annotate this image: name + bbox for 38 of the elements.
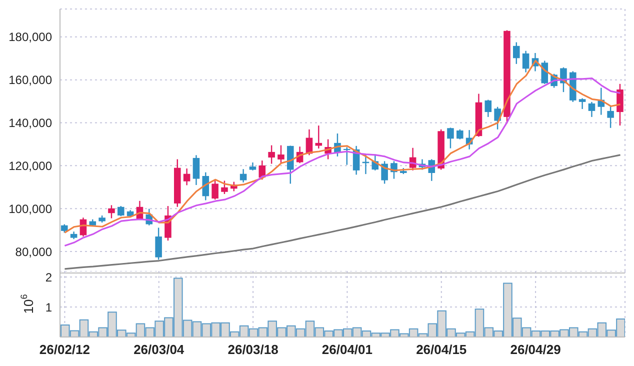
candlestick	[607, 106, 614, 129]
candlestick	[192, 154, 200, 186]
y-tick-label: 140,000	[8, 116, 52, 130]
candlestick	[108, 204, 115, 219]
candlestick	[447, 127, 454, 149]
candlestick	[240, 168, 247, 184]
candlestick	[212, 179, 218, 200]
y-tick-label: 80,000	[15, 244, 52, 259]
x-tick-label: 26/02/12	[39, 342, 90, 358]
candlestick	[268, 144, 275, 164]
candlestick	[456, 128, 464, 140]
candlestick	[578, 98, 586, 110]
candlestick	[616, 83, 624, 126]
x-tick-label: 26/04/01	[322, 342, 373, 358]
x-tick-label: 26/04/15	[416, 342, 467, 358]
candlestick	[522, 50, 530, 73]
x-tick-label: 26/04/29	[510, 342, 561, 358]
candlestick	[513, 42, 520, 65]
candlestick	[484, 99, 492, 118]
candlestick	[278, 144, 284, 164]
y-tick-label: 100,000	[8, 202, 52, 216]
y-tick-label: 180,000	[8, 30, 52, 44]
candlestick	[344, 146, 350, 166]
candlestick	[183, 168, 190, 186]
candlestick	[221, 180, 228, 195]
x-tick-label: 26/03/04	[134, 342, 185, 358]
line-series	[64, 154, 622, 270]
candlestick	[381, 160, 388, 184]
candlestick	[494, 106, 501, 130]
y-tick-label: 120,000	[8, 158, 52, 173]
y-tick-label: 2	[45, 270, 52, 284]
candlestick	[287, 145, 294, 184]
x-tick-label: 26/03/18	[228, 342, 278, 358]
y-tick-label: 160,000	[8, 73, 52, 88]
candlestick	[588, 101, 596, 118]
candlestick	[155, 227, 162, 260]
candlestick	[118, 205, 124, 217]
y-tick-label: 1	[45, 300, 52, 314]
